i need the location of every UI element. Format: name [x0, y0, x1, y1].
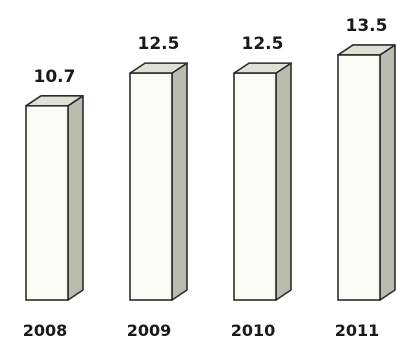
bar-side-face: [275, 62, 292, 301]
bars-group: [25, 44, 396, 301]
bar: [129, 62, 188, 301]
bar-front-face: [337, 54, 381, 301]
bar-value-label: 10.7: [34, 67, 76, 87]
x-tick-label: 2009: [127, 321, 172, 340]
bar-front-face: [233, 72, 277, 301]
x-tick-label: 2010: [231, 321, 276, 340]
x-tick-label: 2008: [23, 321, 68, 340]
bar-value-label: 12.5: [138, 34, 180, 54]
bar: [25, 94, 84, 301]
x-tick-labels-group: 2008 2009 2010 2011: [23, 321, 380, 340]
value-labels-group: 10.7 12.5 12.5 13.5: [34, 16, 388, 87]
bar-side-face: [379, 44, 396, 301]
bar-front-face: [129, 72, 173, 301]
bar-front-face: [25, 104, 69, 301]
bar-value-label: 13.5: [346, 16, 388, 36]
bar: [337, 44, 396, 301]
x-tick-label: 2011: [335, 321, 380, 340]
bar: [233, 62, 292, 301]
bar-side-face: [67, 94, 84, 301]
bar-value-label: 12.5: [242, 34, 284, 54]
bar-side-face: [171, 62, 188, 301]
